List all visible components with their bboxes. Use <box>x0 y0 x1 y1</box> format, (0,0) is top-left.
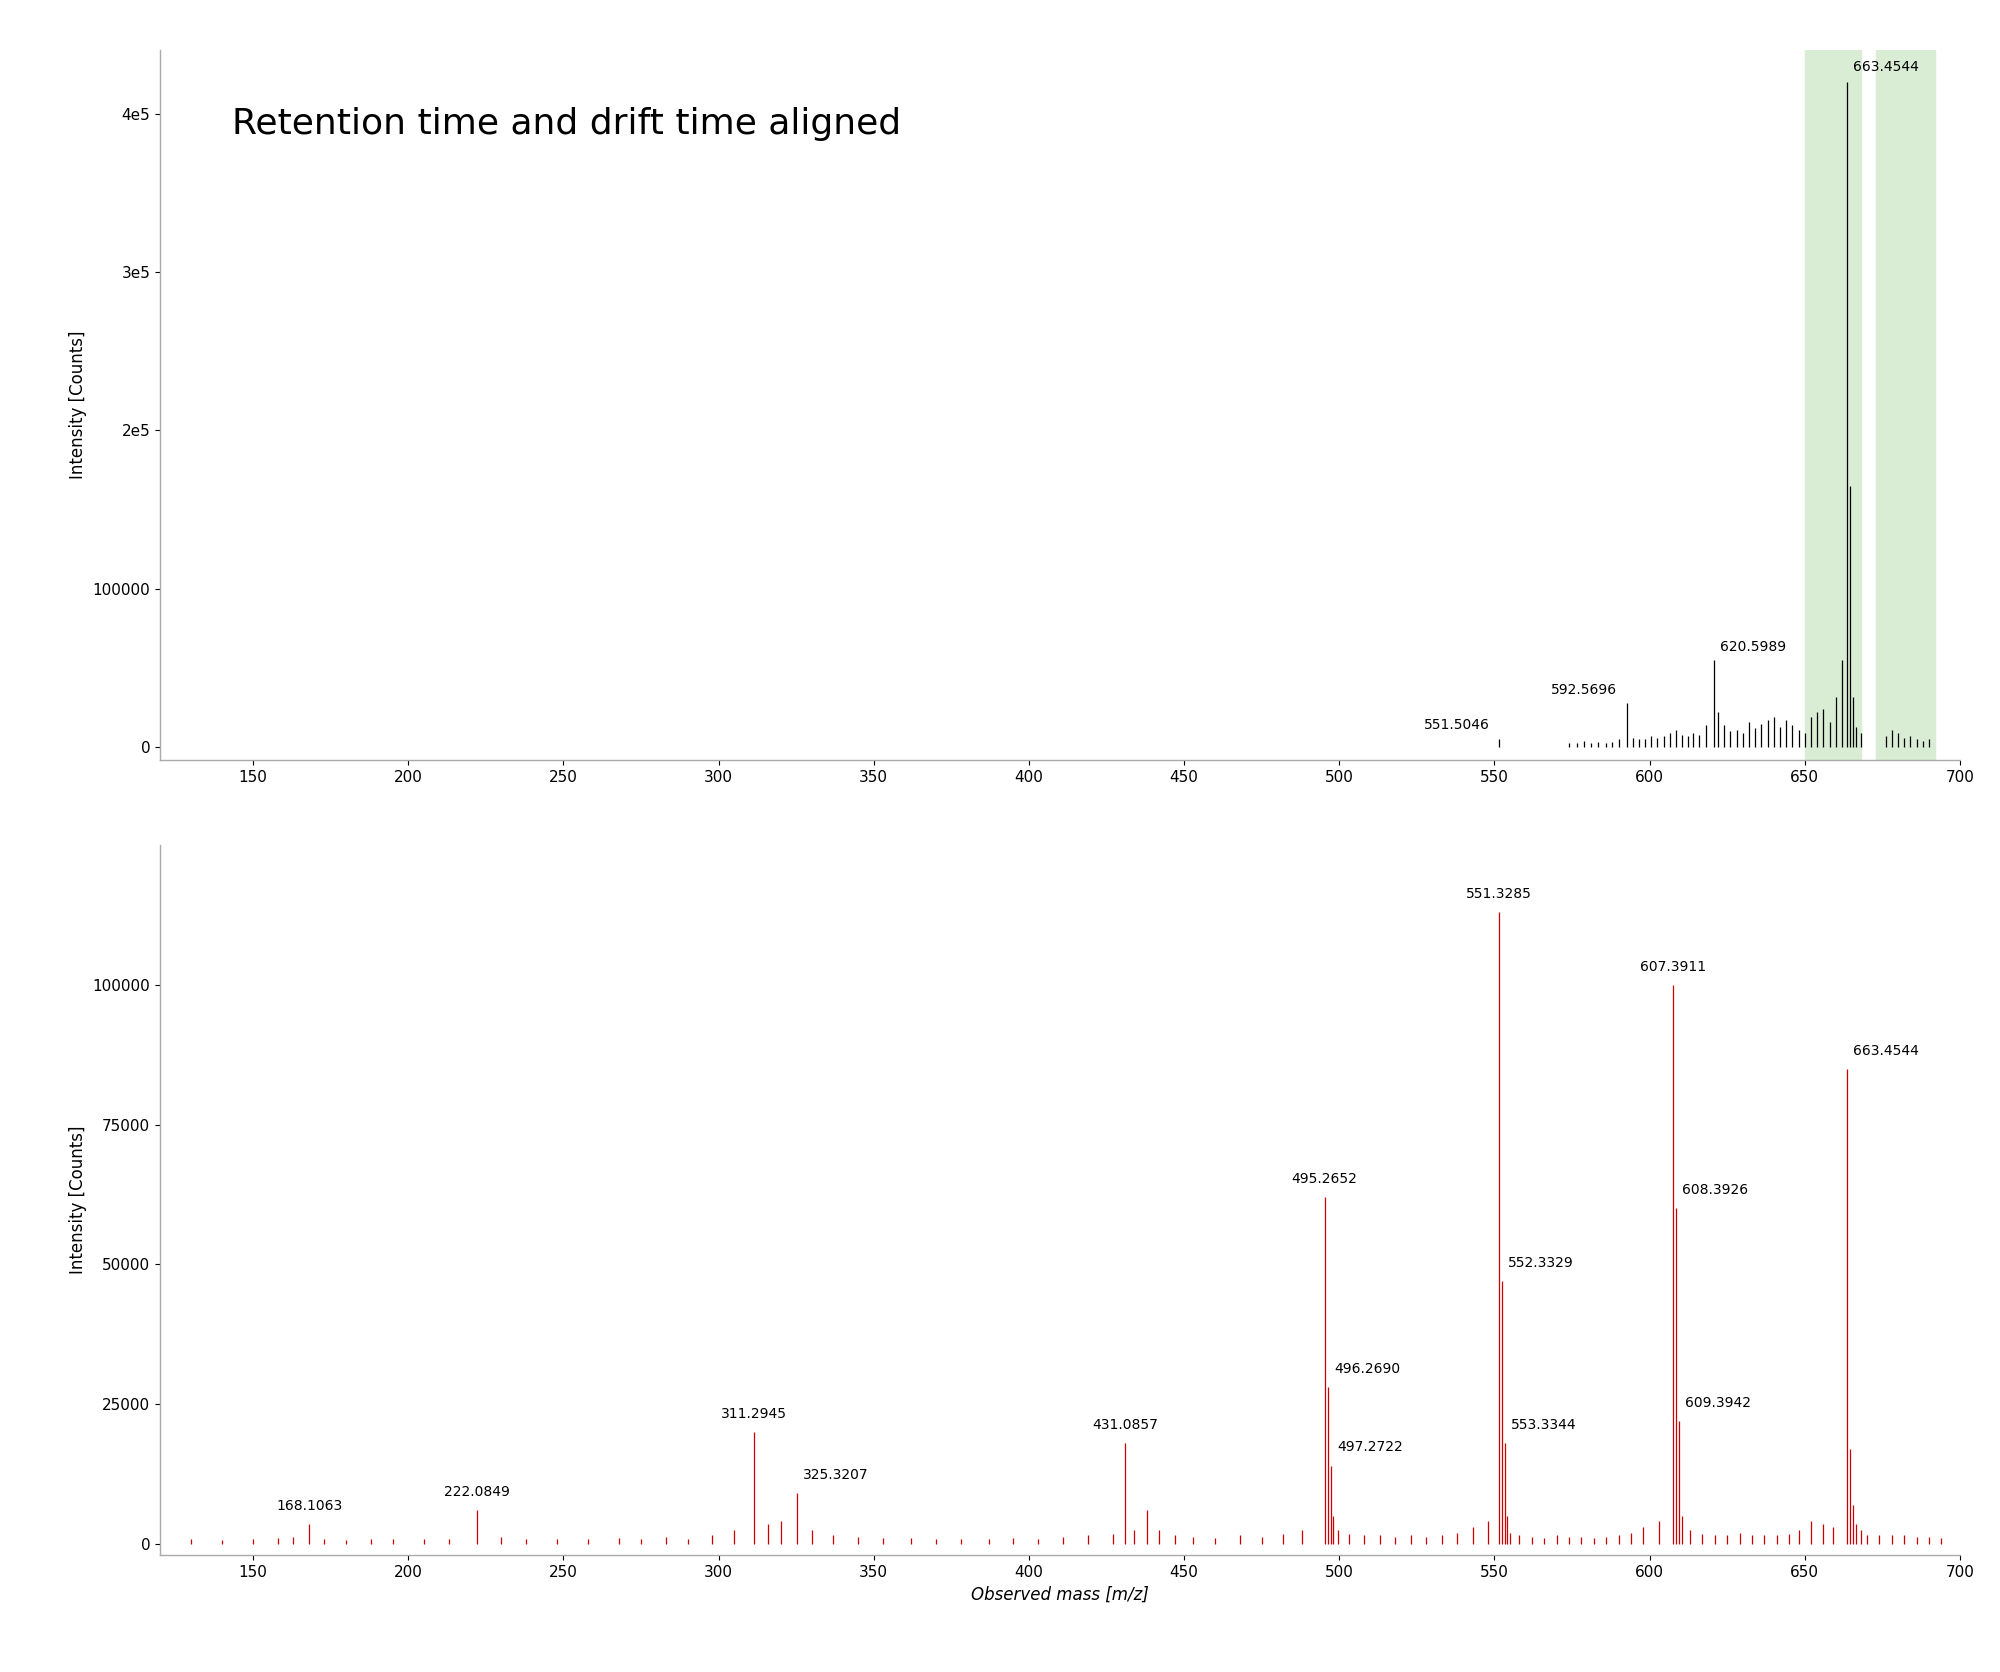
Text: 431.0857: 431.0857 <box>1092 1418 1158 1431</box>
Text: 497.2722: 497.2722 <box>1338 1440 1402 1455</box>
Text: 325.3207: 325.3207 <box>804 1468 870 1483</box>
Text: 609.3942: 609.3942 <box>1686 1396 1752 1409</box>
Text: 551.5046: 551.5046 <box>1424 719 1490 732</box>
Text: 663.4544: 663.4544 <box>1852 1043 1918 1057</box>
Text: 168.1063: 168.1063 <box>276 1500 342 1513</box>
Text: 663.4544: 663.4544 <box>1852 60 1918 74</box>
Bar <box>1876 50 1936 761</box>
Text: 496.2690: 496.2690 <box>1334 1363 1400 1376</box>
Text: 495.2652: 495.2652 <box>1292 1172 1358 1185</box>
Y-axis label: Intensity [Counts]: Intensity [Counts] <box>68 1125 86 1274</box>
Text: 553.3344: 553.3344 <box>1512 1418 1576 1431</box>
Text: 311.2945: 311.2945 <box>720 1406 786 1421</box>
Text: 608.3926: 608.3926 <box>1682 1184 1748 1197</box>
Text: 607.3911: 607.3911 <box>1640 960 1706 973</box>
Text: 592.5696: 592.5696 <box>1552 682 1618 697</box>
Text: 620.5989: 620.5989 <box>1720 640 1786 654</box>
Y-axis label: Intensity [Counts]: Intensity [Counts] <box>68 331 86 480</box>
X-axis label: Observed mass [m/z]: Observed mass [m/z] <box>972 1585 1148 1603</box>
Text: 551.3285: 551.3285 <box>1466 888 1532 901</box>
Bar <box>1804 50 1860 761</box>
Text: 552.3329: 552.3329 <box>1508 1256 1574 1271</box>
Text: Retention time and drift time aligned: Retention time and drift time aligned <box>232 107 902 140</box>
Text: 222.0849: 222.0849 <box>444 1485 510 1500</box>
